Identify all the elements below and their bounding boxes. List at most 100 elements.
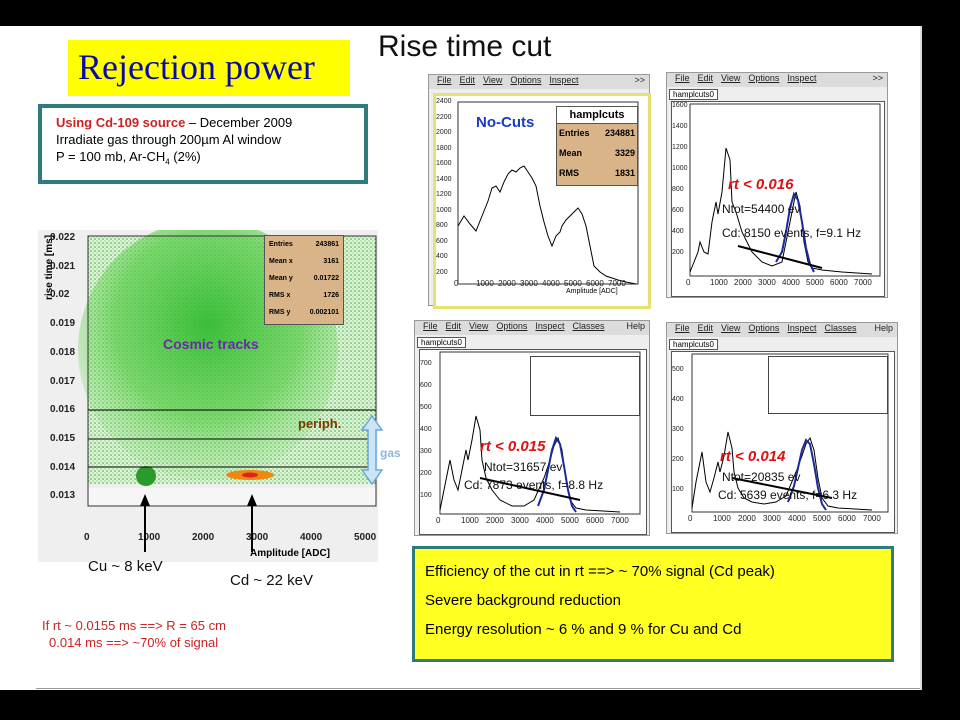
hist-014-stats-box — [768, 356, 888, 414]
source-line-3a: P = 100 mb, Ar-CH — [56, 149, 166, 164]
source-line-3b: (2%) — [169, 149, 201, 164]
hist-y-tick: 2200 — [436, 113, 452, 121]
nocuts-rms-value: 1831 — [614, 168, 635, 178]
nocuts-stats-title: hamplcuts — [557, 107, 637, 124]
hist-y-tick: 600 — [420, 382, 432, 389]
hist-y-tick: 1400 — [672, 123, 688, 130]
hist-name-tab: hamplcuts0 — [669, 339, 718, 350]
menu-inspect[interactable]: Inspect — [787, 73, 817, 83]
hist-x-tick: 2000 — [734, 278, 752, 287]
hist-y-tick: 100 — [420, 492, 432, 499]
hist-x-tick: 6000 — [830, 278, 848, 287]
hist-x-tick: 2000 — [486, 516, 504, 525]
menu-inspect[interactable]: Inspect — [787, 323, 817, 333]
menu-help[interactable]: Help — [626, 321, 645, 331]
peak-arrows — [140, 494, 257, 552]
hist-x-tick: 6000 — [586, 516, 604, 525]
bottom-black-bar — [0, 690, 960, 720]
menu-options[interactable]: Options — [510, 75, 542, 85]
menu-edit[interactable]: Edit — [459, 75, 476, 85]
hist-y-tick: 600 — [436, 237, 448, 245]
hist-y-tick: 500 — [672, 366, 684, 373]
hist-x-tick: 4000 — [536, 516, 554, 525]
source-label: Using Cd-109 source — [56, 115, 186, 130]
menu-classes[interactable]: Classes — [824, 323, 857, 333]
hist-panel-016: File Edit View Options Inspect >> hamplcuts0… — [666, 72, 888, 298]
hist-y-tick: 1000 — [436, 206, 452, 214]
scatter-stats-box: Entries 243861 Mean x 3161 Mean y 0.0172… — [264, 235, 344, 325]
scatter-y-tick: 0.016 — [50, 404, 76, 416]
footnote-2: 0.014 ms ==> ~70% of signal — [49, 635, 219, 650]
hist-016-plot-area: rt < 0.016 Ntot=54400 ev Cd: 8150 events… — [671, 101, 885, 297]
menu-more[interactable]: >> — [872, 73, 883, 83]
title-box: Rejection power — [68, 40, 350, 96]
hist-y-tick: 400 — [672, 228, 684, 235]
nocuts-label: No-Cuts — [476, 114, 535, 131]
menu-inspect[interactable]: Inspect — [535, 321, 565, 331]
hist-x-tick: 7000 — [611, 516, 629, 525]
menu-file[interactable]: File — [675, 323, 690, 333]
cd-spot-core — [242, 472, 258, 478]
scatter-x-tick: 4000 — [300, 532, 323, 543]
nocuts-entries-value: 234881 — [604, 128, 635, 138]
hist-x-tick: 6000 — [586, 279, 604, 288]
menu-view[interactable]: View — [469, 321, 489, 331]
nocuts-plot-area: No-Cuts hamplcuts Entries 234881 Mean 33… — [433, 93, 651, 309]
gas-label: gas — [380, 446, 401, 460]
hist-name-tab: hamplcuts0 — [669, 89, 718, 100]
hist-y-tick: 300 — [420, 448, 432, 455]
menu-file[interactable]: File — [675, 73, 690, 83]
gas-arrow — [360, 414, 384, 486]
ntot-015: Ntot=31657 ev — [484, 460, 563, 474]
menu-edit[interactable]: Edit — [697, 73, 714, 83]
hist-y-tick: 500 — [420, 404, 432, 411]
menu-help[interactable]: Help — [874, 323, 893, 333]
menu-classes[interactable]: Classes — [572, 321, 605, 331]
efficiency-line-3: Energy resolution ~ 6 % and 9 % for Cu a… — [425, 621, 742, 638]
hist-x-tick: 1000 — [476, 279, 494, 288]
menu-view[interactable]: View — [721, 73, 741, 83]
menu-options[interactable]: Options — [748, 323, 780, 333]
nocuts-mean-label: Mean — [559, 148, 583, 158]
scatter-y-tick: 0.022 — [50, 232, 76, 243]
hist-y-tick: 100 — [672, 486, 684, 493]
hist-y-tick: 200 — [672, 456, 684, 463]
hist-x-tick: 7000 — [608, 279, 626, 288]
ntot-014: Ntot=20835 ev — [722, 470, 801, 484]
menu-file[interactable]: File — [423, 321, 438, 331]
nocuts-x-label: Amplitude [ADC] — [566, 288, 618, 295]
menu-view[interactable]: View — [721, 323, 741, 333]
cut-015-label: rt < 0.015 — [480, 438, 546, 455]
hist-x-tick: 1000 — [710, 278, 728, 287]
below-cut-region — [88, 488, 376, 506]
scatter-y-tick: 0.015 — [50, 432, 76, 444]
source-line-3-sub: 4 — [165, 157, 170, 167]
menu-inspect[interactable]: Inspect — [549, 75, 579, 85]
hist-y-tick: 800 — [672, 186, 684, 193]
stat-meanx-value: 3161 — [323, 258, 339, 265]
cut-016-label: rt < 0.016 — [728, 176, 794, 193]
stat-rmsx-label: RMS x — [269, 292, 291, 299]
menu-bar: File Edit View Options Inspect >> — [429, 75, 649, 89]
efficiency-line-2: Severe background reduction — [425, 592, 621, 609]
menu-options[interactable]: Options — [748, 73, 780, 83]
scatter-y-tick: 0.013 — [50, 490, 76, 502]
hist-x-tick: 5000 — [806, 278, 824, 287]
menu-more[interactable]: >> — [634, 75, 645, 85]
top-black-bar — [0, 0, 960, 26]
menu-file[interactable]: File — [437, 75, 452, 85]
menu-edit[interactable]: Edit — [697, 323, 714, 333]
menu-view[interactable]: View — [483, 75, 503, 85]
hist-015-stats-box — [530, 356, 640, 416]
menu-edit[interactable]: Edit — [445, 321, 462, 331]
hist-y-tick: 1200 — [436, 191, 452, 198]
source-line-2: Irradiate gas through 200µm Al window — [56, 132, 282, 147]
hist-y-tick: 2400 — [436, 98, 452, 105]
menu-bar: File Edit View Options Inspect >> — [667, 73, 887, 87]
efficiency-box: Efficiency of the cut in rt ==> ~ 70% si… — [412, 546, 894, 662]
hist-y-tick: 200 — [672, 249, 684, 256]
menu-options[interactable]: Options — [496, 321, 528, 331]
hist-name-tab: hamplcuts0 — [417, 337, 466, 348]
hist-y-tick: 1000 — [672, 165, 688, 172]
stat-meany-value: 0.01722 — [313, 275, 339, 282]
